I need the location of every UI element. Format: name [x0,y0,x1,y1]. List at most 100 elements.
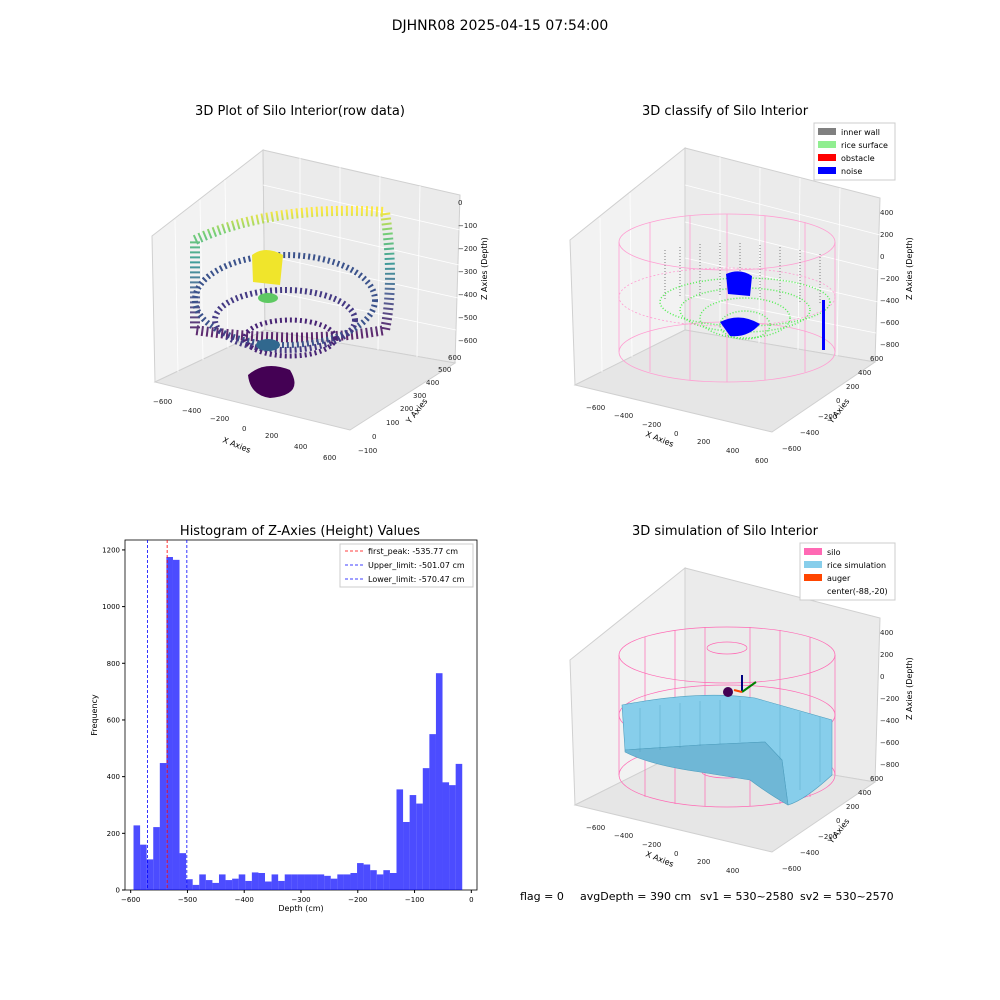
histogram-bar [212,882,219,890]
histogram-vlines [147,540,188,890]
status-sv2: sv2 = 530~2570 [800,890,894,903]
histogram-bar [271,874,279,890]
histogram-bar [225,880,233,890]
legend-label: Upper_limit: -501.07 cm [368,561,465,570]
legend-label: silo [827,548,841,557]
status-sv1: sv1 = 530~2580 [700,890,794,903]
legend-label: auger [827,574,851,583]
auger-marker [723,675,757,697]
p2-ztick: −800 [880,341,899,349]
histogram-x-tick-label: −200 [348,896,367,904]
p2-ztick: −600 [880,319,899,327]
histogram-bar [284,874,292,890]
histogram-bar [153,827,160,890]
histogram-y-tick-label: 0 [116,887,120,895]
p4-xtick: −600 [586,824,605,832]
p1-ytick: 300 [413,392,426,400]
panel1-axes: −600 −400 −200 0 200 400 600 −100 0 100 … [151,148,489,462]
p2-xtick: −200 [642,421,661,429]
figure-suptitle: DJHNR08 2025-04-15 07:54:00 [391,18,609,34]
p4-xtick: 400 [726,867,739,875]
histogram-bar [370,870,377,890]
p1-ytick: 100 [386,419,399,427]
histogram-x-tick-label: 0 [469,896,473,904]
p1-ztick: −300 [458,268,477,276]
histogram-bar [409,795,417,890]
histogram-x-tick-label: −500 [178,896,197,904]
histogram-bar [416,803,423,890]
p4-ytick: −600 [782,865,801,873]
histogram-bar [442,782,450,890]
p2-xtick: 400 [726,447,739,455]
histogram-bar [265,881,272,890]
p4-ztick: −200 [880,695,899,703]
p2-xtick: 600 [755,457,768,465]
p4-xtick: 0 [674,850,678,858]
p1-zlabel: Z Axies (Depth) [480,237,489,300]
legend-label: rice surface [841,141,888,150]
p4-ztick: 0 [880,673,884,681]
legend-swatch-auger [804,574,822,581]
p2-ytick: 200 [846,383,859,391]
histogram-bar [422,768,430,890]
p2-xtick: −600 [586,404,605,412]
p2-xtick: −400 [614,412,633,420]
p4-ytick: −200 [818,833,837,841]
p2-ytick: −400 [800,429,819,437]
histogram-bar [159,763,167,890]
legend-swatch-rice-simulation [804,561,822,568]
histogram-bar [140,844,147,890]
histogram-bar [278,880,285,890]
p2-ztick: 0 [880,253,884,261]
p1-ztick: −400 [458,291,477,299]
histogram-y-tick-label: 800 [107,660,120,668]
p1-ytick: 600 [448,354,461,362]
histogram-bar [324,875,331,890]
panel4-axes: −600 −400 −200 0 200 400 −600 −400 −200 … [569,542,914,875]
p2-zlabel: Z Axies (Depth) [905,237,914,300]
histogram-xlabel: Depth (cm) [278,904,323,913]
histogram-bar [357,863,364,890]
legend-label: obstacle [841,154,875,163]
histogram-x-tick-label: −100 [405,896,424,904]
p1-ytick: 500 [438,366,451,374]
p1-xtick: −200 [210,415,229,423]
p4-xtick: −200 [642,841,661,849]
histogram-bars [133,557,463,890]
p2-ytick: 0 [836,397,840,405]
histogram-bar [376,874,384,890]
histogram-y-tick-label: 200 [107,830,120,838]
histogram-bar [133,825,141,890]
p1-ztick: −600 [458,337,477,345]
panel2-silo-wireframe [618,213,836,383]
histogram-y-ticks: 0 200 400 600 800 1000 1200 [102,546,125,895]
p2-ztick: 200 [880,231,893,239]
legend-swatch-rice-surface [818,141,836,148]
p1-xtick: −400 [182,407,201,415]
p4-xtick: 200 [697,858,710,866]
histogram-bar [238,874,246,890]
p1-ztick: −200 [458,245,477,253]
p4-ytick: 600 [870,775,883,783]
p1-xtick: 200 [265,432,278,440]
histogram-legend: first_peak: -535.77 cm Upper_limit: -501… [339,543,474,588]
histogram-bar [343,874,351,890]
histogram-bar [199,874,206,890]
p2-ztick: −200 [880,275,899,283]
p2-xtick: 200 [697,438,710,446]
p1-xlabel: X Axies [221,436,252,455]
histogram-bar [455,763,463,890]
histogram-bar [429,734,436,890]
p1-xtick: 600 [323,454,336,462]
histogram-y-tick-label: 1000 [102,603,120,611]
p4-ztick: 400 [880,629,893,637]
p4-ytick: 400 [858,789,871,797]
p2-ytick: 600 [870,355,883,363]
histogram-bar [363,864,371,890]
p2-ytick: −600 [782,445,801,453]
histogram-bar [192,884,200,890]
panel1-data-cloud [190,205,395,398]
p2-ytick: 400 [858,369,871,377]
p1-ytick: 200 [400,405,413,413]
